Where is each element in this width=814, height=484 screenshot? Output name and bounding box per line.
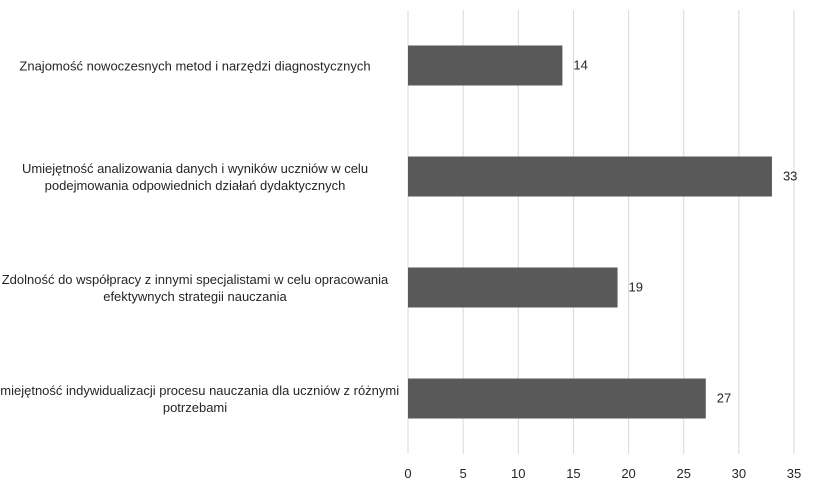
x-tick-label: 20	[621, 466, 635, 481]
x-tick-label: 30	[732, 466, 746, 481]
bar	[408, 45, 563, 86]
bar	[408, 378, 706, 419]
category-label: Znajomość nowoczesnych metod i narzędzi …	[19, 58, 371, 73]
data-label: 14	[573, 58, 587, 73]
x-tick-label: 10	[511, 466, 525, 481]
category-label: Umiejętność analizowania danych i wynikó…	[21, 160, 369, 193]
x-tick-label: 25	[676, 466, 690, 481]
bar	[408, 267, 618, 308]
data-label: 33	[783, 169, 797, 184]
category-label: Zdolność do współpracy z innymi specjali…	[1, 271, 389, 304]
x-tick-label: 5	[460, 466, 467, 481]
x-tick-label: 15	[566, 466, 580, 481]
x-tick-label: 35	[787, 466, 801, 481]
data-label: 19	[629, 280, 643, 295]
data-label: 27	[717, 391, 731, 406]
category-label: Umiejętność indywidualizacji procesu nau…	[0, 382, 400, 415]
x-tick-label: 0	[404, 466, 411, 481]
bar	[408, 156, 772, 197]
